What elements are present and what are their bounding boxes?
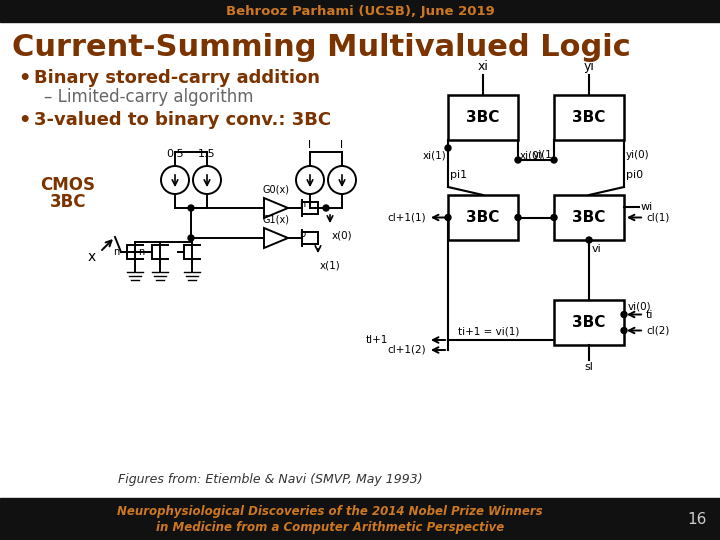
Text: •: •	[18, 111, 30, 130]
Text: yi: yi	[584, 60, 595, 73]
Text: Current-Summing Multivalued Logic: Current-Summing Multivalued Logic	[12, 32, 631, 62]
Text: x(0): x(0)	[332, 230, 353, 240]
Text: xi(0): xi(0)	[520, 150, 544, 160]
Text: l: l	[308, 140, 312, 150]
Circle shape	[328, 166, 356, 194]
Circle shape	[188, 235, 194, 241]
Text: n: n	[113, 247, 119, 257]
Text: vi: vi	[592, 244, 602, 254]
Text: 16: 16	[688, 511, 707, 526]
Text: 1.5: 1.5	[198, 149, 216, 159]
FancyBboxPatch shape	[448, 95, 518, 140]
Circle shape	[193, 166, 221, 194]
Text: n: n	[138, 247, 144, 257]
Circle shape	[621, 312, 627, 318]
Bar	[0, 498, 720, 540]
Text: yi(1: yi(1	[532, 150, 552, 160]
Text: x: x	[88, 250, 96, 264]
Text: – Limited-carry algorithm: – Limited-carry algorithm	[44, 88, 253, 106]
Text: tl+1: tl+1	[366, 335, 388, 345]
Bar	[0, 0, 720, 22]
Text: yi(0): yi(0)	[626, 150, 649, 160]
Text: sl: sl	[585, 362, 593, 372]
Text: cl+1(1): cl+1(1)	[387, 213, 426, 222]
Text: Binary stored-carry addition: Binary stored-carry addition	[34, 69, 320, 87]
Circle shape	[296, 166, 324, 194]
Text: vi(0): vi(0)	[628, 301, 652, 312]
Circle shape	[161, 166, 189, 194]
Text: pi0: pi0	[626, 170, 643, 180]
Text: 3BC: 3BC	[572, 110, 606, 125]
Text: xi: xi	[477, 60, 488, 73]
Text: wi: wi	[641, 202, 653, 212]
Circle shape	[188, 205, 194, 211]
FancyBboxPatch shape	[554, 300, 624, 345]
FancyBboxPatch shape	[554, 95, 624, 140]
Text: Behrooz Parhami (UCSB), June 2019: Behrooz Parhami (UCSB), June 2019	[225, 4, 495, 17]
Text: l: l	[341, 140, 343, 150]
Text: n: n	[299, 199, 305, 209]
Circle shape	[515, 214, 521, 220]
Text: ti: ti	[646, 309, 654, 320]
Text: 3BC: 3BC	[572, 315, 606, 330]
Text: xi(1): xi(1)	[422, 150, 446, 160]
Text: cl+1(2): cl+1(2)	[387, 345, 426, 355]
Text: p: p	[299, 229, 305, 239]
Circle shape	[515, 157, 521, 163]
Text: in Medicine from a Computer Arithmetic Perspective: in Medicine from a Computer Arithmetic P…	[156, 521, 504, 534]
Circle shape	[621, 327, 627, 334]
Circle shape	[323, 205, 329, 211]
Text: x(1): x(1)	[320, 260, 341, 270]
Circle shape	[551, 157, 557, 163]
Circle shape	[445, 214, 451, 220]
Text: 3BC: 3BC	[467, 110, 500, 125]
FancyBboxPatch shape	[554, 195, 624, 240]
Text: 0.5: 0.5	[166, 149, 184, 159]
Circle shape	[586, 237, 592, 243]
Text: cl(1): cl(1)	[646, 213, 670, 222]
Text: 3BC: 3BC	[50, 193, 86, 211]
FancyBboxPatch shape	[448, 195, 518, 240]
Text: G0(x): G0(x)	[263, 184, 289, 194]
Text: CMOS: CMOS	[40, 176, 96, 194]
Text: Neurophysiological Discoveries of the 2014 Nobel Prize Winners: Neurophysiological Discoveries of the 20…	[117, 504, 543, 517]
Text: pi1: pi1	[450, 170, 467, 180]
Text: cl(2): cl(2)	[646, 326, 670, 335]
Text: •: •	[18, 69, 30, 87]
Text: G1(x): G1(x)	[263, 214, 289, 224]
Circle shape	[445, 145, 451, 151]
Text: 3-valued to binary conv.: 3BC: 3-valued to binary conv.: 3BC	[34, 111, 331, 129]
Text: 3BC: 3BC	[572, 210, 606, 225]
Text: ti+1 = vi(1): ti+1 = vi(1)	[458, 326, 519, 336]
Circle shape	[551, 214, 557, 220]
Text: 3BC: 3BC	[467, 210, 500, 225]
Text: Figures from: Etiemble & Navi (SMVP, May 1993): Figures from: Etiemble & Navi (SMVP, May…	[117, 474, 423, 487]
